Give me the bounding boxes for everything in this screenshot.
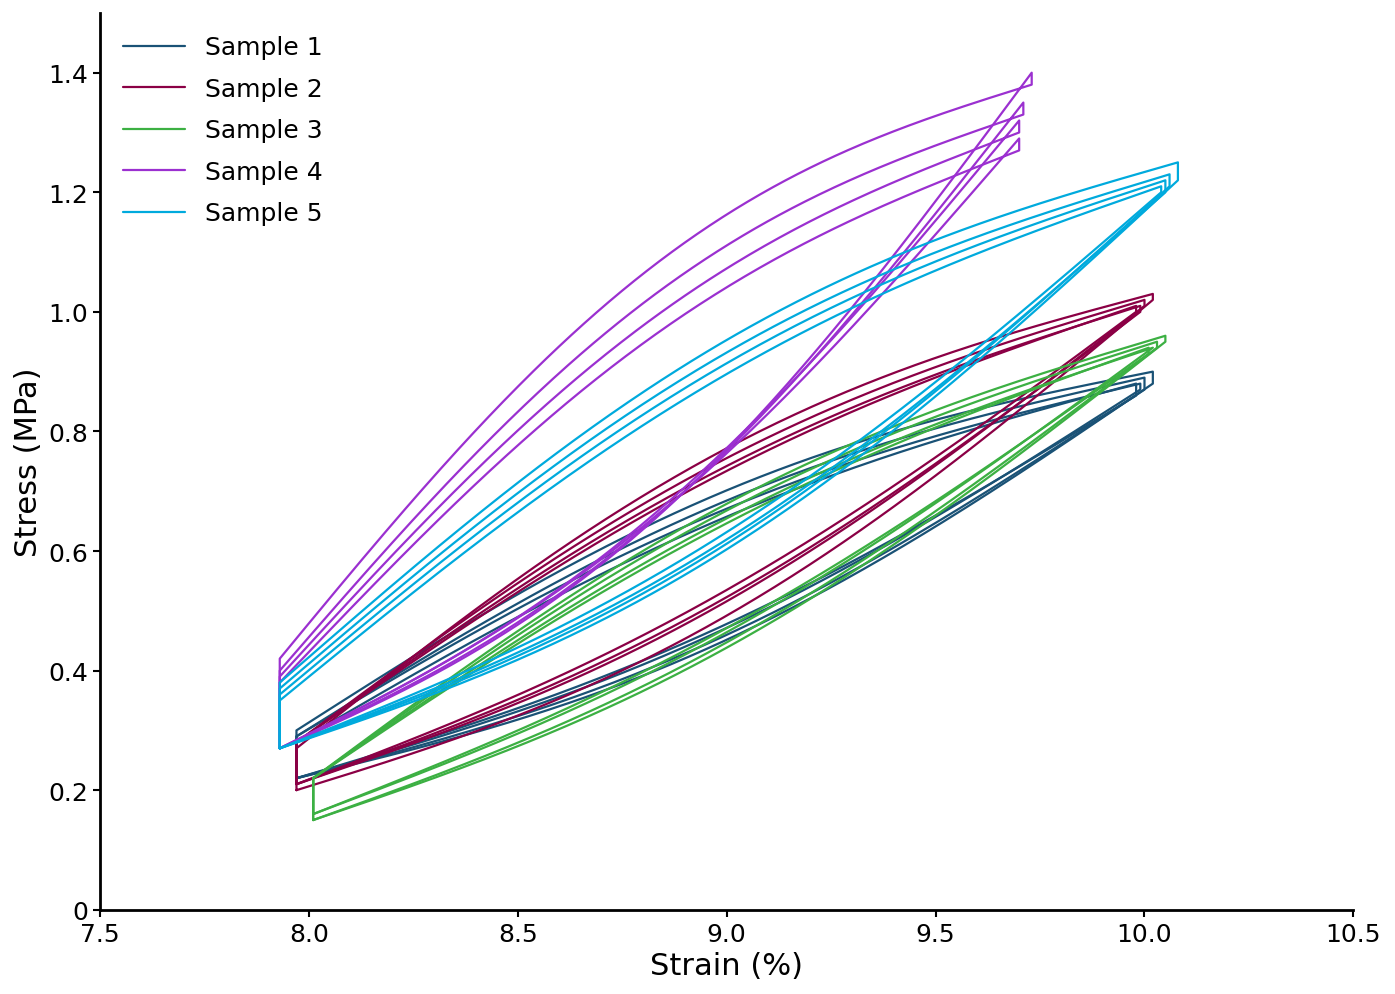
Sample 4 — [314, 601, 331, 613]
Line: Sample 2: Sample 2 — [297, 294, 1152, 790]
Sample 4 — [367, 699, 384, 711]
Sample 2 — [398, 657, 414, 669]
Sample 3 — [413, 693, 430, 705]
Sample 2 — [608, 667, 625, 679]
Sample 5 — [608, 607, 625, 619]
Sample 2 — [855, 523, 872, 535]
Line: Sample 3: Sample 3 — [312, 336, 1165, 820]
Sample 5 — [385, 579, 402, 590]
Sample 5 — [866, 439, 883, 451]
Sample 2 — [398, 750, 414, 762]
Sample 4 — [272, 743, 289, 754]
Sample 5 — [632, 389, 649, 401]
Sample 1 — [336, 694, 353, 706]
X-axis label: Strain (%): Strain (%) — [650, 951, 804, 980]
Sample 1 — [289, 772, 306, 784]
Line: Sample 4: Sample 4 — [280, 74, 1032, 748]
Sample 2 — [289, 784, 306, 796]
Sample 1 — [289, 772, 306, 784]
Sample 5 — [272, 743, 289, 754]
Y-axis label: Stress (MPa): Stress (MPa) — [14, 367, 43, 557]
Sample 1 — [632, 524, 649, 536]
Sample 3 — [353, 737, 370, 748]
Sample 5 — [1169, 157, 1186, 169]
Sample 3 — [413, 776, 430, 788]
Sample 4 — [367, 539, 384, 551]
Sample 4 — [1024, 68, 1041, 80]
Sample 1 — [398, 656, 414, 668]
Sample 4 — [552, 589, 569, 601]
Legend: Sample 1, Sample 2, Sample 3, Sample 4, Sample 5: Sample 1, Sample 2, Sample 3, Sample 4, … — [113, 27, 333, 237]
Sample 3 — [624, 691, 640, 703]
Sample 2 — [336, 704, 353, 716]
Sample 1 — [608, 680, 625, 692]
Sample 5 — [385, 703, 402, 715]
Sample 5 — [322, 632, 339, 644]
Sample 2 — [632, 492, 649, 504]
Sample 4 — [272, 743, 289, 754]
Sample 1 — [1144, 367, 1161, 379]
Sample 3 — [304, 814, 321, 826]
Sample 5 — [272, 743, 289, 754]
Sample 3 — [647, 538, 664, 550]
Line: Sample 1: Sample 1 — [297, 373, 1152, 778]
Sample 3 — [304, 814, 321, 826]
Sample 2 — [1144, 288, 1161, 300]
Sample 1 — [855, 564, 872, 576]
Sample 4 — [769, 390, 785, 402]
Sample 3 — [869, 550, 886, 562]
Sample 3 — [1156, 330, 1173, 342]
Line: Sample 5: Sample 5 — [280, 163, 1177, 748]
Sample 4 — [573, 320, 590, 332]
Sample 2 — [289, 784, 306, 796]
Sample 1 — [398, 746, 414, 757]
